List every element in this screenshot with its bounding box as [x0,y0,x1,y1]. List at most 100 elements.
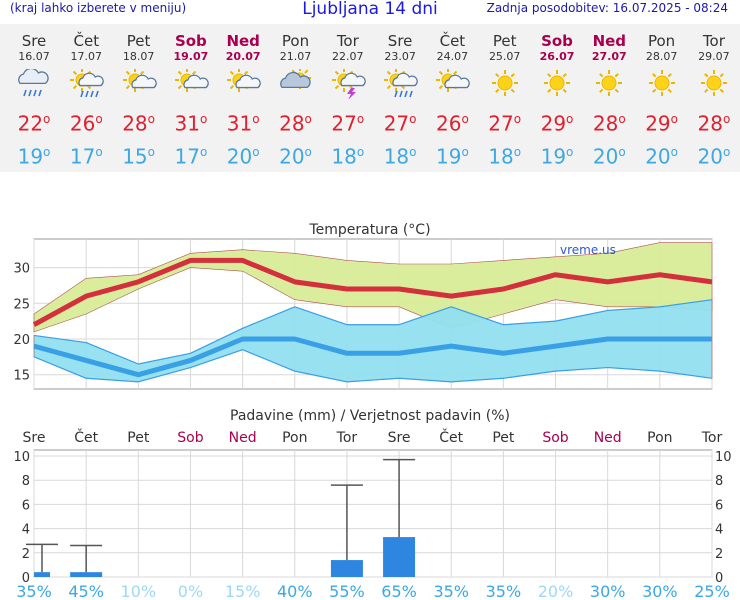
y-tick-label-right: 0 [715,571,723,586]
day-column: Ned 20.07 31o 20o [217,24,269,168]
min-band-edge [242,349,295,372]
precipitation-probability: 10% [121,582,157,600]
min-band-edge [503,370,556,379]
sun-rain-cloud-icon [70,68,105,98]
max-temperature: 28o [592,111,626,136]
last-updated: Zadnja posodobitev: 16.07.2025 - 08:24 [486,1,728,15]
min-temperature: 20o [697,144,731,169]
day-name: Tor [336,32,359,50]
x-tick-label: Pet [492,430,515,446]
day-name: Pet [492,32,517,50]
x-tick-label: Ned [229,430,257,446]
precipitation-probability: 40% [277,582,313,600]
min-temperature: 19o [540,144,574,169]
day-column: Tor 22.07 27o 18o [322,24,374,168]
day-name: Čet [73,32,100,50]
day-column: Pet 18.07 28o 15o [113,24,165,168]
sun-thunder-icon [331,68,366,100]
day-column: Sre 23.07 27o 18o [374,24,426,168]
sun-icon [700,70,727,96]
y-tick-label: 4 [22,523,30,538]
day-name: Ned [592,32,627,50]
max-temperature: 27o [383,111,417,136]
sun-cloud-icon [122,68,157,92]
rain-cloud-icon [18,67,49,97]
day-date: 29.07 [698,50,730,63]
precipitation-probability: 35% [16,582,52,600]
min-temperature: 17o [69,144,103,169]
chart-title: Temperatura (°C) [308,222,430,238]
min-band-edge [555,366,608,372]
min-band-edge [398,306,452,326]
min-band-edge [659,299,713,308]
precipitation-bar [383,537,416,577]
max-temperature: 28o [279,111,312,136]
min-band-edge [138,366,191,383]
min-band-edge [86,377,139,383]
precipitation-bar [70,572,103,577]
day-name: Pet [126,32,151,50]
min-band-edge [85,342,139,365]
max-temperature: 28o [122,111,155,136]
min-band-edge [607,306,660,312]
day-column: Sre 16.07 22o 19o [8,24,60,169]
y-tick-label: 2 [22,547,30,562]
menu-hint[interactable]: (kraj lahko izberete v meniju) [10,1,187,15]
max-temperature: 27o [331,111,365,136]
min-band-edge [399,377,452,383]
day-name: Sob [541,32,573,50]
day-date: 20.07 [225,50,261,63]
precipitation-bar [330,560,363,577]
x-tick-label: Sre [23,430,46,446]
day-column: Sob 26.07 29o 19o [531,24,583,169]
min-temperature: 19o [435,144,469,169]
sun-icon [596,70,623,96]
min-temperature: 20o [226,144,260,169]
min-band-edge [659,370,713,379]
day-date: 25.07 [488,50,521,63]
sun-cloud-icon [436,68,471,92]
min-band-edge [190,327,243,354]
day-name: Ned [226,32,260,50]
min-band-edge [138,352,191,365]
day-date: 21.07 [279,50,312,63]
y-tick-label: 6 [22,498,30,513]
min-temperature: 18o [383,144,417,169]
min-band-edge [33,356,87,379]
precipitation-probability: 65% [381,582,417,600]
max-temperature-line [32,257,713,327]
sun-cloud-icon [174,68,209,92]
min-temperature: 18o [331,144,365,169]
day-name: Sre [387,32,413,50]
cloud-sun-icon [279,67,311,89]
precipitation-probability: 45% [68,582,104,600]
max-temperature: 28o [697,111,731,136]
day-name: Pon [647,32,676,50]
day-column: Sob 19.07 31o 17o [165,24,217,168]
x-tick-label: Pet [127,430,150,446]
day-column: Tor 29.07 28o 20o [688,24,740,169]
day-date: 22.07 [332,50,364,63]
max-temperature: 27o [488,111,522,136]
day-date: 27.07 [591,50,627,63]
day-column: Ned 27.07 28o 20o [583,24,635,169]
page-title: Ljubljana 14 dni [302,0,438,19]
day-name: Čet [439,32,466,50]
day-name: Sob [174,32,207,50]
day-date: 19.07 [173,50,209,63]
x-tick-label: Čet [74,428,98,446]
min-band-edge [607,366,660,372]
x-tick-label: Sob [542,430,568,446]
y-tick-label: 30 [13,262,30,277]
precipitation-probability: 0% [178,582,203,600]
day-column: Pet 25.07 27o 18o [479,24,531,169]
day-column: Pon 21.07 28o 20o [270,24,322,169]
sun-cloud-icon [227,68,262,92]
precipitation-probability: 20% [538,582,574,600]
x-tick-label: Sre [388,430,411,446]
day-date: 24.07 [436,50,469,63]
watermark: vreme.us [560,243,616,257]
precipitation-probability: 30% [590,582,626,600]
min-temperature: 20o [645,144,678,169]
y-tick-label: 10 [13,450,30,465]
